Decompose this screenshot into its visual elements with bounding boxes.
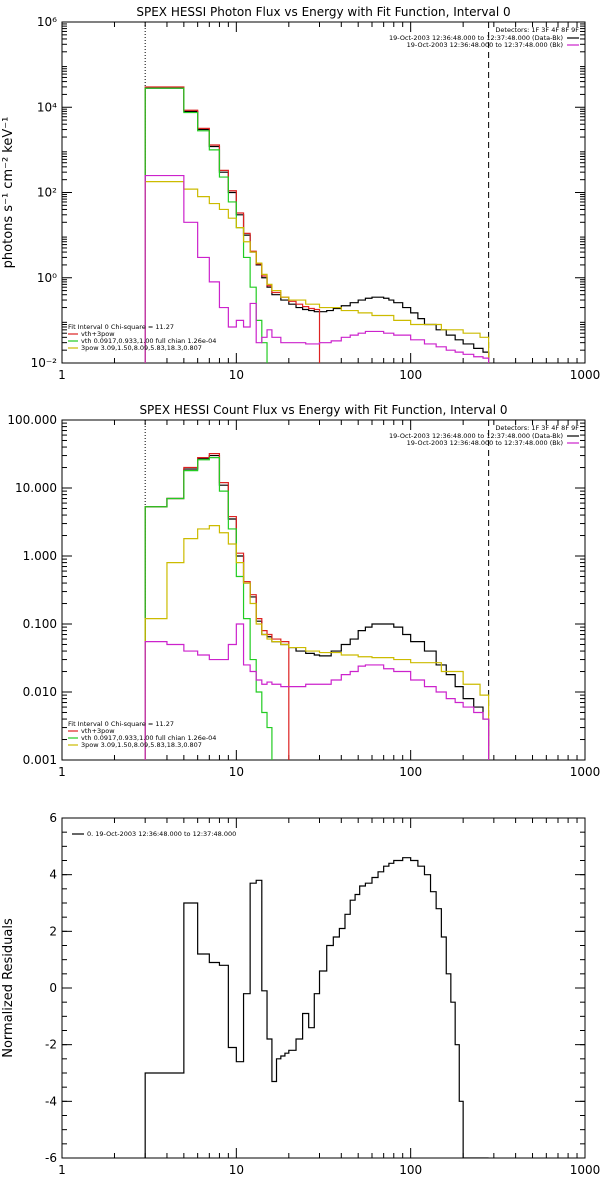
y-tick-label: 10⁴	[37, 100, 57, 114]
y-axis-label: photons s⁻¹ cm⁻² keV⁻¹	[1, 117, 16, 269]
y-tick-label: 1.000	[23, 549, 57, 563]
legend-entry: 19-Oct-2003 12:36:48.000 to 12:37:48.000…	[389, 34, 563, 42]
fit-legend-entry: 3pow 3.09,1.50,8.09,5.83,18.3,0.807	[81, 344, 202, 352]
series-line-1	[144, 86, 321, 363]
series-line-0	[144, 857, 489, 1158]
x-tick-label: 1	[58, 368, 66, 382]
series-line-1	[144, 453, 290, 760]
chart-panel-2: SPEX HESSI Count Flux vs Energy with Fit…	[7, 403, 600, 779]
fit-legend-header: Fit Interval 0 Chi-square = 11.27	[68, 720, 174, 728]
y-tick-label: -2	[45, 1038, 57, 1052]
x-tick-label: 1000	[570, 368, 600, 382]
y-tick-label: 10⁶	[37, 15, 57, 29]
x-tick-label: 10	[229, 1163, 244, 1177]
fit-legend-header: Fit Interval 0 Chi-square = 11.27	[68, 323, 174, 331]
x-tick-label: 1000	[570, 1163, 600, 1177]
fit-legend-entry: vth 0.0917,0.933,1.00 full chian 1.26e-0…	[81, 337, 216, 345]
x-tick-label: 100	[399, 765, 422, 779]
fit-legend-entry: vth 0.0917,0.933,1.00 full chian 1.26e-0…	[81, 734, 216, 742]
y-tick-label: 6	[49, 811, 57, 825]
chart-panel-3: Normalized Residuals 1 10 100 1000 -6 -4 -2 0 2 4 6…	[1, 811, 600, 1177]
y-tick-label: 0.100	[23, 617, 57, 631]
series-line-3	[144, 524, 490, 760]
legend-entry: 19-Oct-2003 12:36:48.000 to 12:37:48.000…	[407, 41, 563, 49]
legend-header: Detectors: 1F 3F 4F 8F 9F	[495, 26, 579, 34]
series-line-3	[144, 181, 490, 363]
chart-title: SPEX HESSI Count Flux vs Energy with Fit…	[139, 403, 507, 417]
series-group	[144, 453, 490, 760]
legend-entry: 0. 19-Oct-2003 12:36:48.000 to 12:37:48.…	[87, 830, 236, 838]
x-tick-label: 1000	[570, 765, 600, 779]
series-group	[144, 857, 489, 1158]
y-tick-label: 10⁻²	[31, 356, 58, 370]
legend-entry: 19-Oct-2003 12:36:48.000 to 12:37:48.000…	[389, 432, 563, 440]
series-line-2	[144, 456, 273, 760]
y-tick-label: 0.001	[23, 753, 57, 767]
x-tick-label: 10	[229, 368, 244, 382]
legend-header: Detectors: 1F 3F 4F 8F 9F	[495, 424, 579, 432]
y-tick-label: 0	[49, 981, 57, 995]
series-line-4	[144, 623, 490, 760]
y-tick-label: -4	[45, 1094, 57, 1108]
chart-title: SPEX HESSI Photon Flux vs Energy with Fi…	[136, 5, 510, 19]
y-tick-label: 100.000	[7, 413, 57, 427]
y-axis-label: Normalized Residuals	[1, 918, 16, 1058]
y-tick-label: 10⁰	[37, 271, 57, 285]
series-line-4	[144, 174, 490, 363]
x-tick-label: 10	[229, 765, 244, 779]
chart-panel-1: SPEX HESSI Photon Flux vs Energy with Fi…	[1, 5, 600, 382]
y-tick-label: 0.010	[23, 685, 57, 699]
x-tick-label: 100	[399, 368, 422, 382]
y-tick-label: 4	[49, 868, 57, 882]
x-tick-label: 1	[58, 765, 66, 779]
x-tick-label: 1	[58, 1163, 66, 1177]
series-group	[144, 86, 490, 363]
y-tick-label: 2	[49, 924, 57, 938]
plot-frame	[61, 419, 586, 761]
fit-legend-entry: vth+3pow	[81, 727, 115, 735]
fit-legend-entry: 3pow 3.09,1.50,8.09,5.83,18.3,0.807	[81, 741, 202, 749]
y-tick-label: 10²	[37, 186, 57, 200]
y-tick-label: -6	[45, 1151, 57, 1165]
x-tick-label: 100	[399, 1163, 422, 1177]
y-tick-label: 10.000	[15, 481, 57, 495]
fit-legend-entry: vth+3pow	[81, 330, 115, 338]
legend-entry: 19-Oct-2003 12:36:48.000 to 12:37:48.000…	[407, 439, 563, 447]
